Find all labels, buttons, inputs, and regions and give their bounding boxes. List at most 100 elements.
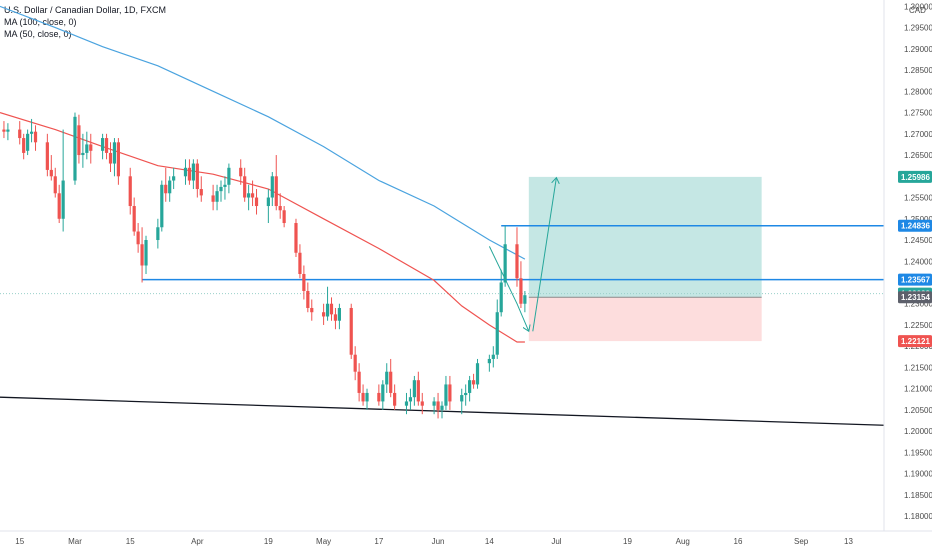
- time-tick-label: 19: [264, 537, 273, 546]
- candle-body: [104, 138, 109, 153]
- candle-body: [247, 193, 251, 198]
- candle: [49, 155, 53, 181]
- candle-body: [412, 380, 416, 398]
- candles: [2, 112, 527, 419]
- candle: [45, 133, 49, 177]
- price-tick-label: 1.25500: [904, 194, 932, 203]
- candle: [310, 299, 314, 321]
- candle-body: [365, 392, 369, 402]
- price-tick-label: 1.24000: [904, 257, 932, 266]
- candle-body: [361, 392, 365, 402]
- price-tick-label: 1.19500: [904, 448, 932, 457]
- price-tick-label: 1.28000: [904, 87, 932, 96]
- candle: [219, 180, 223, 202]
- candle-body: [491, 354, 495, 359]
- time-tick-label: 19: [623, 537, 632, 546]
- candle: [515, 227, 519, 287]
- price-tick-label: 1.22500: [904, 321, 932, 330]
- candle-body: [73, 116, 77, 181]
- candle-body: [333, 314, 338, 321]
- candle: [464, 384, 468, 406]
- candle-body: [440, 405, 444, 410]
- candle-body: [329, 303, 334, 315]
- candle: [116, 138, 120, 185]
- candle: [85, 131, 89, 160]
- candle-body: [357, 371, 361, 393]
- candle-body: [116, 142, 120, 177]
- candle: [487, 354, 491, 372]
- moving-averages: [0, 5, 526, 343]
- candle: [160, 180, 164, 232]
- candle: [385, 363, 389, 393]
- candle-body: [270, 176, 274, 198]
- candle-body: [81, 152, 85, 156]
- candle: [499, 269, 503, 317]
- candle: [436, 392, 440, 419]
- candle: [104, 133, 109, 160]
- candle-body: [254, 197, 259, 207]
- candle-body: [160, 184, 164, 228]
- time-tick-label: May: [316, 537, 331, 546]
- candle-body: [278, 206, 282, 211]
- candle: [18, 121, 22, 145]
- candle: [333, 307, 338, 330]
- candle-body: [448, 384, 452, 402]
- price-badge: 1.23567: [898, 273, 932, 286]
- candle: [101, 133, 105, 160]
- candle-body: [2, 129, 6, 132]
- candle-body: [29, 131, 34, 134]
- candle-body: [302, 273, 306, 291]
- candle-body: [140, 244, 144, 266]
- candle-body: [404, 401, 409, 406]
- candle: [89, 133, 93, 164]
- candle-body: [215, 191, 219, 202]
- price-tick-label: 1.26500: [904, 151, 932, 160]
- candle: [274, 155, 278, 211]
- time-tick-label: Sep: [794, 537, 809, 546]
- candle: [22, 133, 26, 160]
- price-tick-label: 1.20500: [904, 406, 932, 415]
- candle: [227, 163, 231, 194]
- candle-body: [393, 392, 397, 406]
- candle-body: [468, 380, 472, 393]
- candle: [365, 388, 369, 410]
- legend-symbol: U.S. Dollar / Canadian Dollar, 1D, FXCM: [4, 5, 167, 15]
- candle-body: [239, 167, 243, 177]
- candle: [199, 176, 203, 202]
- candle: [432, 397, 436, 415]
- candle-body: [377, 392, 381, 402]
- candle: [306, 282, 310, 313]
- candle: [61, 129, 65, 232]
- candle: [357, 363, 361, 402]
- candle-body: [33, 131, 38, 143]
- candle-body: [503, 244, 507, 283]
- price-tick-label: 1.18000: [904, 512, 932, 521]
- candle-body: [243, 176, 247, 198]
- candle: [156, 218, 160, 249]
- time-axis: 15 Mar 15 Apr 19 May 17 Jun 14 Jul 19 Aug 16 Sep 13: [0, 530, 932, 546]
- candle-body: [298, 252, 302, 274]
- time-tick-label: Jul: [551, 537, 561, 546]
- candle: [294, 218, 298, 258]
- candle-body: [381, 384, 385, 402]
- candle-body: [168, 180, 172, 194]
- candle: [164, 167, 168, 202]
- candle: [26, 129, 30, 156]
- candle-body: [199, 189, 203, 196]
- projection-arrows: [488, 178, 556, 332]
- candle: [239, 159, 243, 185]
- price-tick-label: 1.19000: [904, 470, 932, 479]
- candle: [195, 159, 199, 198]
- candle-body: [432, 401, 436, 406]
- price-badge: 1.22121: [898, 335, 932, 348]
- candle-body: [101, 138, 105, 151]
- price-axis: 1.18000 1.18500 1.19000 1.19500 1.20000 1.205…: [883, 0, 932, 531]
- candle: [329, 297, 334, 321]
- price-tick-label: 1.25000: [904, 215, 932, 224]
- candle: [460, 388, 464, 415]
- price-badges: 1.259861.248361.235671.232381.231541.221…: [898, 170, 932, 348]
- candle-body: [136, 231, 140, 245]
- price-tick-label: 1.21500: [904, 363, 932, 372]
- candle-body: [385, 371, 389, 385]
